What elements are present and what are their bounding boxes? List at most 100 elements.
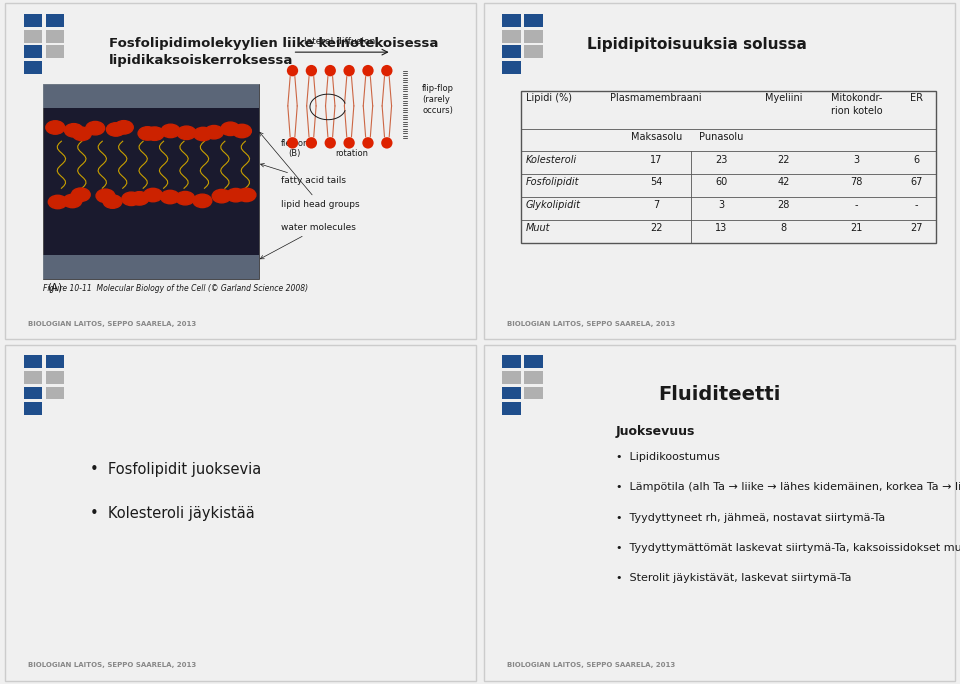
Text: 60: 60	[715, 178, 728, 187]
Text: Kolesteroli: Kolesteroli	[526, 155, 577, 165]
Text: 67: 67	[910, 178, 923, 187]
Ellipse shape	[305, 65, 317, 77]
Text: 42: 42	[778, 178, 790, 187]
Text: rotation: rotation	[335, 149, 368, 158]
Text: ER: ER	[910, 94, 923, 103]
Circle shape	[193, 194, 212, 208]
FancyBboxPatch shape	[502, 30, 520, 42]
Circle shape	[48, 195, 67, 209]
Text: BIOLOGIAN LAITOS, SEPPO SAARELA, 2013: BIOLOGIAN LAITOS, SEPPO SAARELA, 2013	[29, 321, 197, 327]
Text: •  Fosfolipidit juoksevia: • Fosfolipidit juoksevia	[89, 462, 261, 477]
Circle shape	[144, 188, 162, 202]
Ellipse shape	[305, 137, 317, 148]
Text: 3: 3	[853, 155, 859, 165]
Circle shape	[138, 127, 156, 140]
FancyBboxPatch shape	[42, 255, 259, 279]
Ellipse shape	[381, 137, 393, 148]
Circle shape	[176, 192, 195, 205]
FancyBboxPatch shape	[24, 14, 42, 27]
Text: fatty acid tails: fatty acid tails	[260, 163, 346, 185]
Text: Plasmamembraani: Plasmamembraani	[611, 94, 702, 103]
Ellipse shape	[324, 137, 336, 148]
Text: Figure 10-11  Molecular Biology of the Cell (© Garland Science 2008): Figure 10-11 Molecular Biology of the Ce…	[42, 284, 307, 293]
Text: lipid head groups: lipid head groups	[259, 132, 359, 209]
FancyBboxPatch shape	[524, 30, 542, 42]
Text: Fosfolipidimolekyylien liike keinotekoisessa
lipidikaksoiskerroksessa: Fosfolipidimolekyylien liike keinotekois…	[108, 37, 438, 67]
Circle shape	[194, 127, 212, 141]
Text: Mitokondr-
rion kotelo: Mitokondr- rion kotelo	[830, 94, 882, 116]
Text: 13: 13	[715, 223, 728, 233]
FancyBboxPatch shape	[46, 355, 64, 368]
Text: 54: 54	[650, 178, 662, 187]
Text: •  Lipidikoostumus: • Lipidikoostumus	[615, 452, 719, 462]
Text: Fluiditeetti: Fluiditeetti	[659, 385, 780, 404]
FancyBboxPatch shape	[24, 355, 42, 368]
FancyBboxPatch shape	[46, 14, 64, 27]
FancyBboxPatch shape	[502, 355, 520, 368]
FancyBboxPatch shape	[24, 371, 42, 384]
Circle shape	[103, 195, 122, 209]
Circle shape	[160, 190, 180, 204]
Text: 28: 28	[778, 200, 790, 211]
FancyBboxPatch shape	[46, 46, 64, 58]
Text: Juoksevuus: Juoksevuus	[615, 425, 695, 438]
Circle shape	[212, 189, 231, 203]
Text: Lipidipitoisuuksia solussa: Lipidipitoisuuksia solussa	[588, 37, 807, 52]
Circle shape	[63, 194, 82, 208]
Circle shape	[130, 192, 149, 205]
Circle shape	[46, 121, 64, 134]
Circle shape	[85, 122, 105, 135]
Text: flexion
(B): flexion (B)	[280, 139, 309, 158]
Circle shape	[107, 122, 126, 136]
FancyBboxPatch shape	[24, 30, 42, 42]
Ellipse shape	[362, 65, 373, 77]
Text: -: -	[915, 200, 918, 211]
Text: •  Kolesteroli jäykistää: • Kolesteroli jäykistää	[89, 506, 254, 521]
Text: 23: 23	[715, 155, 728, 165]
FancyBboxPatch shape	[42, 84, 259, 107]
FancyBboxPatch shape	[502, 371, 520, 384]
Circle shape	[72, 127, 91, 141]
Circle shape	[227, 188, 245, 202]
Circle shape	[161, 124, 180, 137]
Text: Myeliini: Myeliini	[765, 94, 803, 103]
FancyBboxPatch shape	[46, 30, 64, 42]
Ellipse shape	[287, 137, 299, 148]
Text: 22: 22	[778, 155, 790, 165]
Text: •  Tyydyttyneet rh, jähmeä, nostavat siirtymä-Ta: • Tyydyttyneet rh, jähmeä, nostavat siir…	[615, 512, 885, 523]
Text: -: -	[854, 200, 858, 211]
FancyBboxPatch shape	[524, 371, 542, 384]
Text: •  Sterolit jäykistävät, laskevat siirtymä-Ta: • Sterolit jäykistävät, laskevat siirtym…	[615, 573, 852, 583]
Text: 7: 7	[653, 200, 660, 211]
FancyBboxPatch shape	[502, 14, 520, 27]
FancyBboxPatch shape	[502, 402, 520, 415]
Text: •  Lämpötila (alh Ta → liike → lähes kidemäinen, korkea Ta → lipidit liikkuvat n: • Lämpötila (alh Ta → liike → lähes kide…	[615, 482, 960, 492]
Ellipse shape	[287, 65, 299, 77]
Text: •  Tyydyttymättömät laskevat siirtymä-Ta, kaksoissidokset mutkia hv-ketjuun: • Tyydyttymättömät laskevat siirtymä-Ta,…	[615, 543, 960, 553]
FancyBboxPatch shape	[24, 62, 42, 74]
Text: lateral diffusion: lateral diffusion	[304, 37, 375, 46]
FancyBboxPatch shape	[524, 14, 542, 27]
Text: water molecules: water molecules	[260, 223, 355, 259]
Text: Glykolipidit: Glykolipidit	[526, 200, 581, 211]
Text: flip-flop
(rarely
occurs): flip-flop (rarely occurs)	[422, 83, 454, 115]
Text: 21: 21	[851, 223, 862, 233]
Ellipse shape	[381, 65, 393, 77]
Ellipse shape	[362, 137, 373, 148]
Circle shape	[204, 125, 224, 139]
Text: (A): (A)	[47, 282, 62, 293]
Circle shape	[114, 120, 133, 134]
Circle shape	[237, 188, 256, 202]
Text: 8: 8	[780, 223, 787, 233]
Text: Maksasolu: Maksasolu	[631, 132, 682, 142]
Circle shape	[177, 126, 196, 140]
FancyBboxPatch shape	[42, 84, 259, 279]
FancyBboxPatch shape	[502, 46, 520, 58]
Text: Fosfolipidit: Fosfolipidit	[526, 178, 580, 187]
Text: 3: 3	[718, 200, 725, 211]
Text: BIOLOGIAN LAITOS, SEPPO SAARELA, 2013: BIOLOGIAN LAITOS, SEPPO SAARELA, 2013	[29, 662, 197, 668]
Text: 22: 22	[650, 223, 662, 233]
Ellipse shape	[324, 65, 336, 77]
FancyBboxPatch shape	[524, 386, 542, 399]
Text: Punasolu: Punasolu	[699, 132, 743, 142]
